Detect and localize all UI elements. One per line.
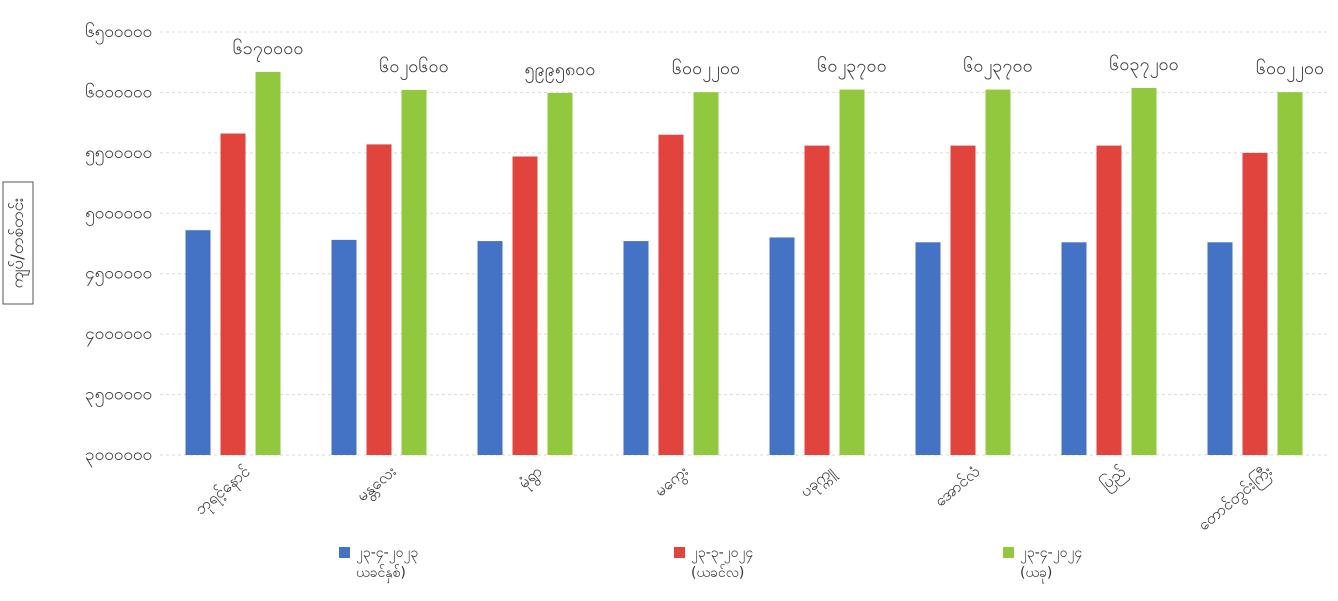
y-tick-label: ၃၅၀၀၀၀၀ xyxy=(85,385,152,408)
y-axis-title-text: ကျပ်/တစ်တင်း xyxy=(7,198,31,289)
bar xyxy=(1242,152,1268,455)
bar xyxy=(547,92,573,456)
category-label: ဘုရင့်နောင် xyxy=(191,461,256,520)
legend-label-2-line1: ၂၃-၃-၂၀၂၄ xyxy=(691,545,753,563)
bar xyxy=(255,71,281,455)
data-label: ၆၀၀၂၂၀၀ xyxy=(672,58,740,82)
x-axis-category-labels: ဘုရင့်နောင် မန္တလေး မုံရွာ မကွေး ပခုက္ကူ အောင… xyxy=(191,461,1278,537)
category-label: ပခုက္ကူ xyxy=(796,461,841,503)
bar xyxy=(477,241,503,455)
category-label: တောင်တွင်းကြီး xyxy=(1194,462,1278,537)
legend-swatch-2 xyxy=(674,547,685,558)
bar xyxy=(1207,242,1233,455)
bar xyxy=(1277,92,1303,455)
legend-entry-2: ၂၃-၃-၂၀၂၄ (ယခင်လ) xyxy=(674,545,753,581)
legend-entry-1: ၂၃-၄-၂၀၂၃ ယခင်နှစ်) xyxy=(339,545,418,583)
legend: ၂၃-၄-၂၀၂၃ ယခင်နှစ်) ၂၃-၃-၂၀၂၄ (ယခင်လ) ၂၃… xyxy=(339,545,1082,583)
bar xyxy=(693,92,719,455)
legend-label-1-line1: ၂၃-၄-၂၀၂၃ xyxy=(356,545,418,563)
category-label: ပြည် xyxy=(1096,461,1131,495)
bar xyxy=(769,237,795,455)
y-tick-label: ၅၀၀၀၀၀၀ xyxy=(85,203,152,226)
category-label: မန္တလေး xyxy=(353,462,402,508)
legend-entry-3: ၂၃-၄-၂၀၂၄ (ယခု) xyxy=(1003,545,1082,583)
y-tick-label: ၆၀၀၀၀၀၀ xyxy=(85,81,152,102)
bar xyxy=(623,241,649,455)
data-label: ၆၀၀၂၂၀၀ xyxy=(1256,58,1324,82)
bar xyxy=(950,145,976,455)
legend-label-3-line1: ၂၃-၄-၂၀၂၄ xyxy=(1020,545,1082,563)
bar xyxy=(220,133,246,455)
category-label: မကွေး xyxy=(651,462,694,503)
y-axis-title: ကျပ်/တစ်တင်း xyxy=(2,181,34,305)
bar xyxy=(366,144,392,455)
y-axis-tick-labels: ၃၀၀၀၀၀၀ ၃၅၀၀၀၀၀ ၄၀၀၀၀၀၀ ၄၅၀၀၀၀၀ ၅၀၀၀၀၀၀ ၅၅၀၀၀… xyxy=(85,21,152,468)
legend-label-3-line2: (ယခု) xyxy=(1020,565,1052,583)
y-tick-label: ၃၀၀၀၀၀၀ xyxy=(85,445,152,468)
bar xyxy=(658,134,684,455)
bar xyxy=(1061,242,1087,455)
y-axis-title-box xyxy=(2,181,34,305)
bar xyxy=(804,145,830,455)
bar xyxy=(1131,87,1157,456)
bar xyxy=(185,230,211,455)
legend-swatch-3 xyxy=(1003,547,1014,558)
legend-label-2-line2: (ယခင်လ) xyxy=(691,565,744,581)
y-tick-label: ၄၅၀၀၀၀၀ xyxy=(85,264,152,287)
bar xyxy=(915,242,941,455)
category-label: မုံရွာ xyxy=(514,462,547,495)
data-label: ၆၀၂၀၆၀၀ xyxy=(379,56,449,80)
y-tick-label: ၅၅၀၀၀၀၀ xyxy=(85,143,152,166)
bar xyxy=(985,89,1011,455)
data-label: ၆၀၂၃၇၀၀ xyxy=(817,56,887,80)
y-tick-label: ၆၅၀၀၀၀၀ xyxy=(85,21,152,45)
bar xyxy=(331,239,357,455)
category-label: အောင်လံ xyxy=(931,462,984,511)
bar xyxy=(512,156,538,456)
y-tick-label: ၄၀၀၀၀၀၀ xyxy=(85,324,152,347)
bars xyxy=(185,71,1303,456)
data-label: ၅၉၉၅၈၀၀ xyxy=(524,59,595,83)
bar xyxy=(1096,145,1122,455)
bar xyxy=(401,89,427,456)
legend-swatch-1 xyxy=(339,547,350,558)
data-label: ၆၀၂၃၇၀၀ xyxy=(963,56,1033,80)
data-label: ၆၁၇၀၀၀၀ xyxy=(233,38,304,62)
bar xyxy=(839,89,865,455)
data-label: ၆၀၃၇၂၀၀ xyxy=(1109,54,1179,78)
legend-label-1-line2: ယခင်နှစ်) xyxy=(356,565,406,583)
